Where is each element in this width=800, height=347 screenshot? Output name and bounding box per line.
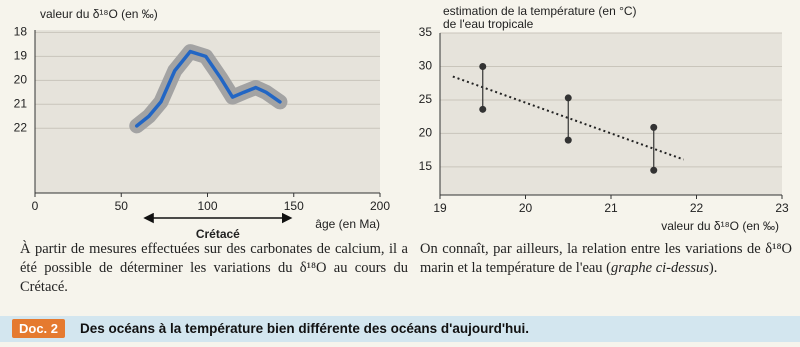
y-tick-label: 30 [419, 59, 433, 73]
left-caption: À partir de mesures effectuées sur des c… [20, 241, 408, 295]
y-tick-label: 15 [419, 159, 433, 173]
y-tick-label: 21 [14, 96, 28, 110]
x-axis-label: âge (en Ma) [315, 217, 380, 231]
y-tick-label: 22 [14, 120, 28, 134]
y-tick-label: 35 [419, 25, 433, 39]
point [650, 166, 658, 174]
annotation: Crétacé [196, 227, 240, 241]
point [564, 136, 572, 144]
point [479, 62, 487, 70]
y-axis-label: estimation de la température (en °C) [443, 4, 637, 18]
x-tick-label: 21 [604, 201, 618, 215]
y-tick-label: 18 [14, 25, 28, 39]
x-tick-label: 22 [690, 201, 704, 215]
x-axis-label: valeur du δ¹⁸O (en ‰) [661, 219, 779, 233]
x-tick-label: 20 [519, 201, 533, 215]
caption-text: ). [708, 260, 718, 276]
point [650, 123, 658, 131]
y-tick-label: 20 [14, 73, 28, 87]
caption-italic: graphe ci-dessus [611, 260, 709, 276]
caption-text: On connaît, par ailleurs, la relation en… [420, 241, 792, 276]
point [564, 94, 572, 102]
plot-area [440, 33, 782, 195]
line [135, 49, 282, 128]
doc-band [0, 316, 800, 342]
y-axis-label: valeur du δ¹⁸O (en ‰) [40, 7, 158, 21]
y-tick-label: 20 [419, 126, 433, 140]
y-tick-label: 19 [14, 49, 28, 63]
charts: 18 19 20 21 22 0 50 100 150 200 valeur du δ¹⁸O (en… [14, 4, 789, 241]
x-tick-label: 0 [32, 199, 39, 213]
x-tick-label: 200 [370, 199, 390, 213]
y-tick-label: 25 [419, 92, 433, 106]
point [479, 105, 487, 113]
doc-title: Des océans à la température bien différe… [80, 321, 530, 336]
x-tick-label: 19 [433, 201, 447, 215]
x-tick-label: 23 [775, 201, 789, 215]
x-tick-label: 150 [284, 199, 304, 213]
doc-label: Doc. 2 [12, 319, 66, 338]
x-tick-label: 100 [197, 199, 217, 213]
y-axis-label: de l'eau tropicale [443, 17, 534, 31]
x-tick-label: 50 [115, 199, 129, 213]
right-caption: On connaît, par ailleurs, la relation en… [420, 240, 792, 278]
trend-line [452, 75, 685, 161]
